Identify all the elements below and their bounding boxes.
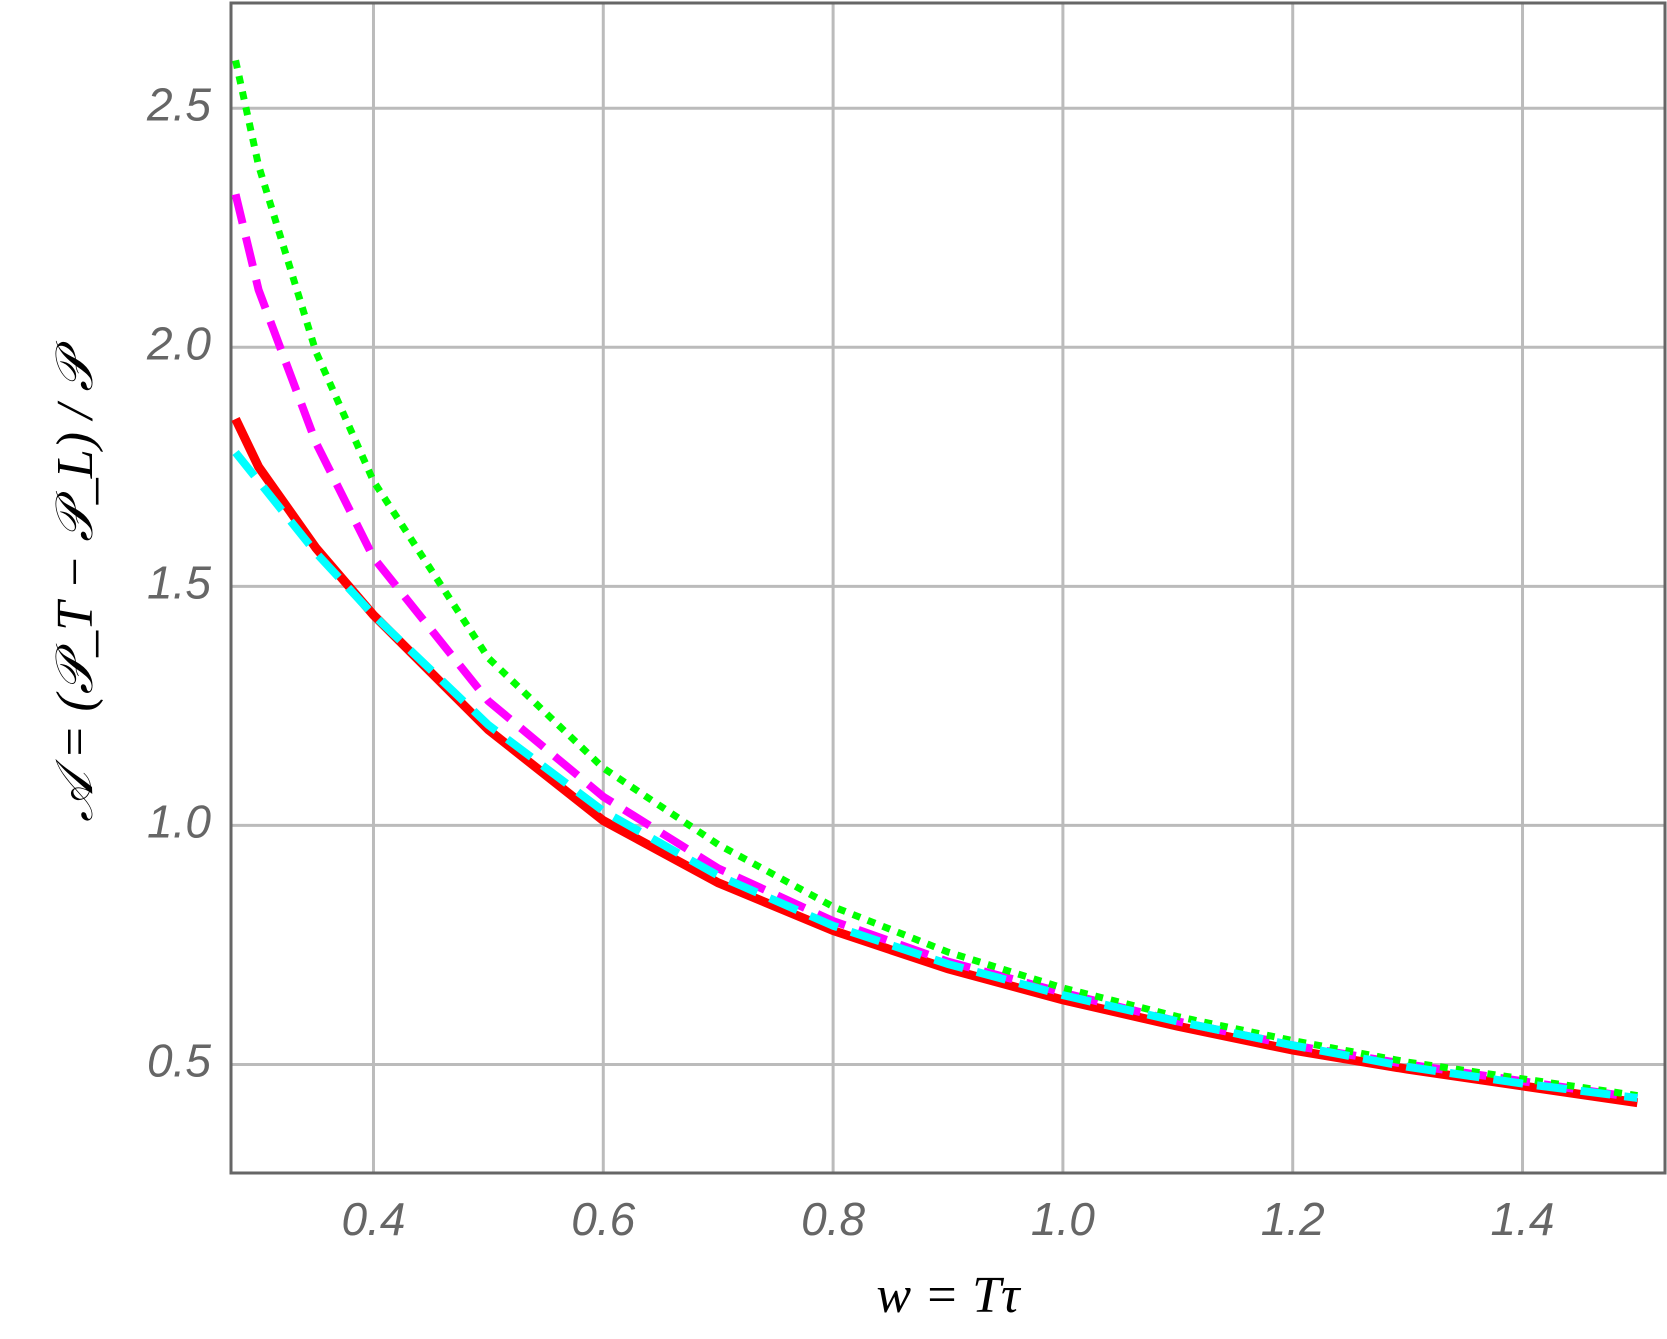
- x-tick-label: 0.8: [801, 1193, 865, 1245]
- y-tick-label: 2.0: [146, 317, 211, 369]
- series-line: [231, 193, 1638, 1102]
- x-tick-label: 0.6: [571, 1193, 635, 1245]
- x-tick-label: 0.4: [342, 1193, 406, 1245]
- y-tick-label: 1.5: [147, 556, 211, 608]
- x-axis-label: w = Tτ: [876, 1267, 1022, 1324]
- series-line: [232, 59, 1638, 1100]
- x-tick-label: 1.4: [1491, 1193, 1555, 1245]
- plot-frame: [229, 1, 1667, 1175]
- x-tick-label: 1.0: [1031, 1193, 1095, 1245]
- series-line: [232, 449, 1638, 1102]
- y-tick-label: 1.0: [147, 796, 211, 848]
- y-axis-label: 𝒜 = (𝒫_T − 𝒫_L) / 𝒫: [47, 341, 104, 822]
- y-tick-label: 0.5: [147, 1035, 211, 1087]
- series-line: [231, 417, 1639, 1108]
- y-tick-label: 2.5: [146, 78, 211, 130]
- x-tick-label: 1.2: [1261, 1193, 1325, 1245]
